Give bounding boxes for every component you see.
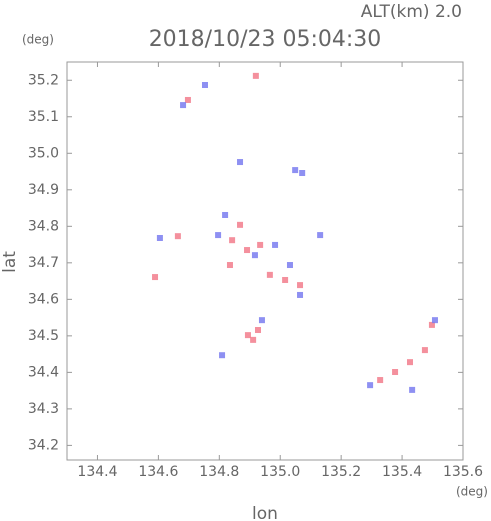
echo-point: [219, 352, 226, 359]
echo-point: [152, 274, 159, 281]
echo-point: [409, 386, 416, 393]
y-tick-label: 34.9: [28, 182, 59, 198]
echo-point: [244, 247, 251, 254]
echo-point: [250, 336, 257, 343]
echo-point: [201, 82, 208, 89]
echo-point: [272, 241, 279, 248]
echo-point: [377, 377, 384, 384]
echo-point: [421, 347, 428, 354]
y-tick-label: 35.1: [28, 109, 59, 125]
y-tick-label: 35.2: [28, 72, 59, 88]
echo-point: [215, 232, 222, 239]
y-tick-label: 34.2: [28, 437, 59, 453]
echo-point: [286, 262, 293, 269]
echo-point: [266, 271, 273, 278]
echo-point: [392, 369, 399, 376]
echo-point: [299, 170, 306, 177]
echo-point: [297, 282, 304, 289]
echo-point: [406, 359, 413, 366]
echo-point: [222, 211, 229, 218]
echo-point: [367, 382, 374, 389]
echo-point: [237, 221, 244, 228]
y-tick-label: 34.6: [28, 291, 59, 307]
echo-point: [237, 159, 244, 166]
echo-point: [258, 317, 265, 324]
echo-point: [244, 332, 251, 339]
x-tick-label: 135.6: [443, 464, 483, 480]
x-tick-label: 134.8: [199, 464, 239, 480]
x-axis-label: lon: [252, 504, 278, 521]
x-tick-label: 135.2: [321, 464, 361, 480]
y-unit: (deg): [22, 33, 54, 47]
echo-point: [428, 321, 435, 328]
echo-point: [431, 317, 438, 324]
echo-point: [156, 234, 163, 241]
echo-point: [282, 276, 289, 283]
echo-point: [174, 233, 181, 240]
echo-point: [292, 167, 299, 174]
chart-title: 2018/10/23 05:04:30: [149, 27, 382, 52]
x-tick-label: 135.4: [382, 464, 422, 480]
echo-point: [257, 241, 264, 248]
y-tick-label: 35.0: [28, 145, 59, 161]
y-tick-label: 34.8: [28, 218, 59, 234]
echo-point: [180, 102, 187, 109]
plot-frame: [66, 61, 464, 461]
echo-point: [317, 232, 324, 239]
echo-point: [184, 96, 191, 103]
y-tick-label: 34.3: [28, 401, 59, 417]
echo-point: [226, 262, 233, 269]
y-tick-label: 34.7: [28, 255, 59, 271]
echo-point: [229, 237, 236, 244]
x-unit: (deg): [456, 485, 488, 499]
y-tick-label: 34.4: [28, 364, 59, 380]
x-tick-label: 134.6: [138, 464, 178, 480]
x-tick-label: 135.0: [260, 464, 300, 480]
x-tick-label: 134.4: [77, 464, 117, 480]
echo-point: [252, 72, 259, 79]
echo-point: [297, 291, 304, 298]
y-axis-label: lat: [0, 251, 20, 273]
echo-point: [251, 252, 258, 259]
chart-subtitle: ALT(km) 2.0: [361, 2, 462, 22]
y-tick-label: 34.5: [28, 328, 59, 344]
echo-point: [254, 327, 261, 334]
